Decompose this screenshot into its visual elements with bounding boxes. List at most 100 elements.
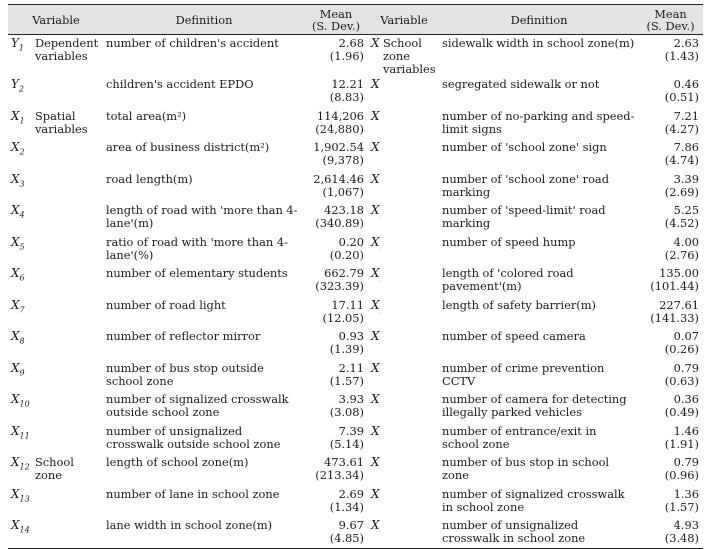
mean-value: 662.79 xyxy=(324,266,364,280)
variable-definition: number of children's accident xyxy=(104,35,304,77)
variable-category xyxy=(32,328,104,360)
symbol-letter: X xyxy=(11,235,20,249)
sdev-value: (24,880) xyxy=(306,123,364,136)
mean-sdev-cell: 1,902.54(9,378) xyxy=(304,139,368,171)
variable-definition: length of safety barrier(m) xyxy=(440,297,638,329)
variable-category xyxy=(380,423,440,455)
mean-sdev-cell: 2.11(1.57) xyxy=(304,360,368,392)
symbol-letter: X xyxy=(371,109,380,123)
variables-table-container: Variable Definition Mean (S. Dev.) Varia… xyxy=(8,4,703,538)
symbol-subscript: 12 xyxy=(20,462,30,471)
sdev-value: (141.33) xyxy=(640,312,699,325)
variable-definition: children's accident EPDO xyxy=(104,76,304,108)
variable-definition: number of elementary students xyxy=(104,265,304,297)
mean-value: 12.21 xyxy=(331,77,364,91)
variable-category: School zone variables xyxy=(380,35,440,77)
mean-value: 3.39 xyxy=(674,172,699,186)
variable-definition: number of speed camera xyxy=(440,328,638,360)
symbol-subscript: 2 xyxy=(20,147,25,156)
symbol-letter: X xyxy=(371,424,380,438)
variable-category xyxy=(32,517,104,549)
symbol-letter: X xyxy=(11,392,20,406)
variable-category: School zone xyxy=(32,454,104,486)
mean-value: 227.61 xyxy=(659,298,699,312)
symbol-letter: X xyxy=(371,518,380,532)
variable-symbol: X10 xyxy=(8,391,32,423)
sdev-value: (0.51) xyxy=(640,91,699,104)
symbol-letter: X xyxy=(11,172,20,186)
mean-value: 2.68 xyxy=(339,36,364,50)
symbol-letter: X xyxy=(371,361,380,375)
variable-symbol: X8 xyxy=(8,328,32,360)
variable-definition: number of 'school zone' sign xyxy=(440,139,638,171)
variable-symbol: X1 xyxy=(8,108,32,140)
variable-symbol: X21 xyxy=(368,234,380,266)
symbol-subscript: 1 xyxy=(19,43,24,52)
variable-category xyxy=(380,391,440,423)
variable-symbol: X30 xyxy=(368,517,380,549)
variable-symbol: X14 xyxy=(8,517,32,549)
variable-category xyxy=(32,265,104,297)
variable-category xyxy=(380,234,440,266)
variable-category xyxy=(380,517,440,549)
mean-value: 5.25 xyxy=(674,203,699,217)
variable-category xyxy=(32,297,104,329)
variable-category xyxy=(380,108,440,140)
symbol-subscript: 6 xyxy=(20,273,25,282)
mean-sdev-cell: 5.25(4.52) xyxy=(638,202,703,234)
variable-symbol: X2 xyxy=(8,139,32,171)
variable-definition: total area(m²) xyxy=(104,108,304,140)
mean-value: 114,206 xyxy=(317,109,364,123)
mean-value: 0.20 xyxy=(339,235,364,249)
mean-sdev-cell: 1.46(1.91) xyxy=(638,423,703,455)
variable-definition: number of entrance/exit in school zone xyxy=(440,423,638,455)
variable-category xyxy=(32,139,104,171)
mean-value: 2.69 xyxy=(339,487,364,501)
sdev-value: (323.39) xyxy=(306,280,364,293)
variable-category: Dependent variables xyxy=(32,35,104,77)
sdev-value: (2.76) xyxy=(640,249,699,262)
mean-value: 4.00 xyxy=(674,235,699,249)
mean-value: 7.21 xyxy=(674,109,699,123)
header-sdev-label: (S. Dev.) xyxy=(646,19,694,33)
symbol-subscript: 8 xyxy=(20,336,25,345)
table-header-row: Variable Definition Mean (S. Dev.) Varia… xyxy=(8,5,703,35)
mean-sdev-cell: 9.67(4.85) xyxy=(304,517,368,549)
mean-sdev-cell: 0.07(0.26) xyxy=(638,328,703,360)
symbol-subscript: 3 xyxy=(20,179,25,188)
symbol-subscript: 14 xyxy=(20,525,30,534)
symbol-letter: X xyxy=(11,203,20,217)
mean-sdev-cell: 4.00(2.76) xyxy=(638,234,703,266)
header-variable-left: Variable xyxy=(8,5,104,35)
mean-sdev-cell: 12.21(8.83) xyxy=(304,76,368,108)
variable-definition: number of lane in school zone xyxy=(104,486,304,518)
variable-definition: ratio of road with 'more than 4-lane'(%) xyxy=(104,234,304,266)
mean-value: 0.36 xyxy=(674,392,699,406)
mean-value: 135.00 xyxy=(659,266,699,280)
variable-definition: number of signalized crosswalk in school… xyxy=(440,486,638,518)
sdev-value: (0.26) xyxy=(640,343,699,356)
variable-category xyxy=(32,76,104,108)
mean-value: 0.93 xyxy=(339,329,364,343)
mean-value: 423.18 xyxy=(324,203,364,217)
sdev-value: (1.91) xyxy=(640,438,699,451)
variable-definition: number of bus stop outside school zone xyxy=(104,360,304,392)
symbol-subscript: 2 xyxy=(19,84,24,93)
mean-sdev-cell: 1.36(1.57) xyxy=(638,486,703,518)
mean-value: 7.86 xyxy=(674,140,699,154)
symbol-letter: X xyxy=(11,329,20,343)
mean-sdev-cell: 2.69(1.34) xyxy=(304,486,368,518)
variable-definition: number of 'school zone' road marking xyxy=(440,171,638,203)
symbol-letter: Y xyxy=(11,77,19,91)
mean-value: 4.93 xyxy=(674,518,699,532)
variable-category: Spatial variables xyxy=(32,108,104,140)
symbol-letter: X xyxy=(371,329,380,343)
symbol-letter: X xyxy=(11,298,20,312)
